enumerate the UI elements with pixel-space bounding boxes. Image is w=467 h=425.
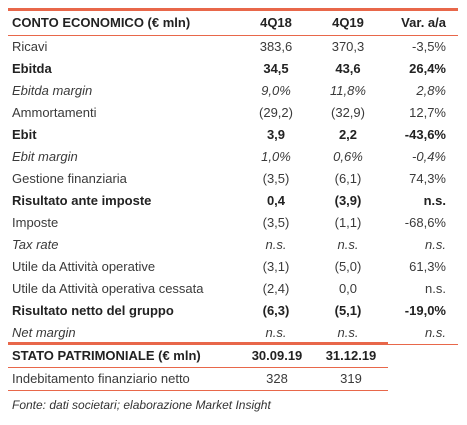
row-variation: 74,3% xyxy=(409,171,446,186)
table-row: Ebit margin 1,0% 0,6% -0,4% xyxy=(8,146,458,168)
row-variation: n.s. xyxy=(425,281,446,296)
row-value-4q19: (6,1) xyxy=(334,171,362,186)
row-label: Ebit xyxy=(12,127,37,142)
sp-header-row: STATO PATRIMONIALE (€ mln) 30.09.19 31.1… xyxy=(8,345,388,368)
row-variation: n.s. xyxy=(425,237,446,252)
conto-economico-table: CONTO ECONOMICO (€ mln) 4Q18 4Q19 Var. a… xyxy=(8,11,458,345)
row-variation: -0,4% xyxy=(412,149,446,164)
row-value-4q18: (3,5) xyxy=(262,215,290,230)
row-label: Ebitda margin xyxy=(12,83,93,98)
row-label: Ricavi xyxy=(12,39,48,54)
header-var: Var. a/a xyxy=(401,15,446,30)
sp-header-title: STATO PATRIMONIALE (€ mln) xyxy=(12,348,201,363)
row-value-4q18: 3,9 xyxy=(266,127,286,142)
row-variation: n.s. xyxy=(423,193,446,208)
table-row: Ebitda 34,5 43,6 26,4% xyxy=(8,58,458,80)
row-value-4q18: (6,3) xyxy=(262,303,290,318)
table-row: Utile da Attività operativa cessata (2,4)… xyxy=(8,278,458,300)
header-4q19: 4Q19 xyxy=(332,15,364,30)
row-variation: 2,8% xyxy=(416,83,446,98)
row-variation: -19,0% xyxy=(404,303,446,318)
row-value-4q19: (1,1) xyxy=(334,215,362,230)
sp-row-value-2: 319 xyxy=(340,371,362,386)
sp-header-date1: 30.09.19 xyxy=(251,348,303,363)
row-value-4q19: 370,3 xyxy=(331,39,365,54)
sp-top-divider xyxy=(8,342,388,345)
header-title: CONTO ECONOMICO (€ mln) xyxy=(12,15,191,30)
row-value-4q18: (29,2) xyxy=(259,105,293,120)
row-value-4q18: (3,1) xyxy=(262,259,290,274)
table-row: Ebitda margin 9,0% 11,8% 2,8% xyxy=(8,80,458,102)
row-label: Imposte xyxy=(12,215,59,230)
row-label: Tax rate xyxy=(12,237,59,252)
row-value-4q18: n.s. xyxy=(265,325,287,340)
row-value-4q19: n.s. xyxy=(337,325,359,340)
row-value-4q19: 11,8% xyxy=(330,83,366,98)
row-variation: 61,3% xyxy=(409,259,446,274)
header-4q18: 4Q18 xyxy=(260,15,292,30)
row-value-4q18: 9,0% xyxy=(261,83,291,98)
row-label: Ebitda xyxy=(12,61,52,76)
row-value-4q19: (5,0) xyxy=(334,259,362,274)
top-divider xyxy=(8,8,458,11)
row-value-4q19: (5,1) xyxy=(334,303,362,318)
row-value-4q18: 34,5 xyxy=(263,61,289,76)
row-variation: 12,7% xyxy=(409,105,446,120)
sp-row-label: Indebitamento finanziario netto xyxy=(12,371,190,386)
row-label: Utile da Attività operativa cessata xyxy=(12,281,204,296)
row-value-4q19: n.s. xyxy=(337,237,359,252)
table-row: Gestione finanziaria (3,5) (6,1) 74,3% xyxy=(8,168,458,190)
row-variation: n.s. xyxy=(425,325,446,340)
sp-row-value-1: 328 xyxy=(266,371,288,386)
row-label: Ebit margin xyxy=(12,149,78,164)
row-value-4q18: (2,4) xyxy=(262,281,290,296)
conto-economico-section: CONTO ECONOMICO (€ mln) 4Q18 4Q19 Var. a… xyxy=(8,8,458,345)
row-label: Ammortamenti xyxy=(12,105,97,120)
row-variation: -3,5% xyxy=(412,39,446,54)
row-variation: 26,4% xyxy=(409,61,446,76)
table-header-row: CONTO ECONOMICO (€ mln) 4Q18 4Q19 Var. a… xyxy=(8,11,458,36)
row-value-4q19: (32,9) xyxy=(331,105,365,120)
row-label: Gestione finanziaria xyxy=(12,171,127,186)
row-variation: -43,6% xyxy=(404,127,446,142)
sp-header-date2: 31.12.19 xyxy=(325,348,377,363)
stato-patrimoniale-section: STATO PATRIMONIALE (€ mln) 30.09.19 31.1… xyxy=(8,342,388,391)
source-note: Fonte: dati societari; elaborazione Mark… xyxy=(12,398,271,412)
row-value-4q19: 0,6% xyxy=(333,149,363,164)
row-value-4q19: 2,2 xyxy=(338,127,358,142)
table-row: Tax rate n.s. n.s. n.s. xyxy=(8,234,458,256)
table-row: Risultato netto del gruppo (6,3) (5,1) -19,… xyxy=(8,300,458,322)
row-value-4q18: 383,6 xyxy=(259,39,293,54)
table-row: Ebit 3,9 2,2 -43,6% xyxy=(8,124,458,146)
row-label: Risultato netto del gruppo xyxy=(12,303,174,318)
row-value-4q18: 1,0% xyxy=(261,149,291,164)
table-row: Utile da Attività operative (3,1) (5,0) 61,… xyxy=(8,256,458,278)
table-row: Risultato ante imposte 0,4 (3,9) n.s. xyxy=(8,190,458,212)
row-value-4q18: 0,4 xyxy=(266,193,286,208)
row-label: Risultato ante imposte xyxy=(12,193,152,208)
table-row: Imposte (3,5) (1,1) -68,6% xyxy=(8,212,458,234)
table-row: Indebitamento finanziario netto 328 319 xyxy=(8,368,388,391)
table-row: Ricavi 383,6 370,3 -3,5% xyxy=(8,36,458,59)
row-label: Utile da Attività operative xyxy=(12,259,156,274)
row-value-4q18: n.s. xyxy=(265,237,287,252)
row-value-4q19: (3,9) xyxy=(334,193,362,208)
row-variation: -68,6% xyxy=(404,215,446,230)
stato-patrimoniale-table: STATO PATRIMONIALE (€ mln) 30.09.19 31.1… xyxy=(8,345,388,391)
table-row: Ammortamenti (29,2) (32,9) 12,7% xyxy=(8,102,458,124)
row-value-4q19: 43,6 xyxy=(335,61,361,76)
row-value-4q19: 0,0 xyxy=(338,281,358,296)
row-label: Net margin xyxy=(12,325,76,340)
row-value-4q18: (3,5) xyxy=(262,171,290,186)
